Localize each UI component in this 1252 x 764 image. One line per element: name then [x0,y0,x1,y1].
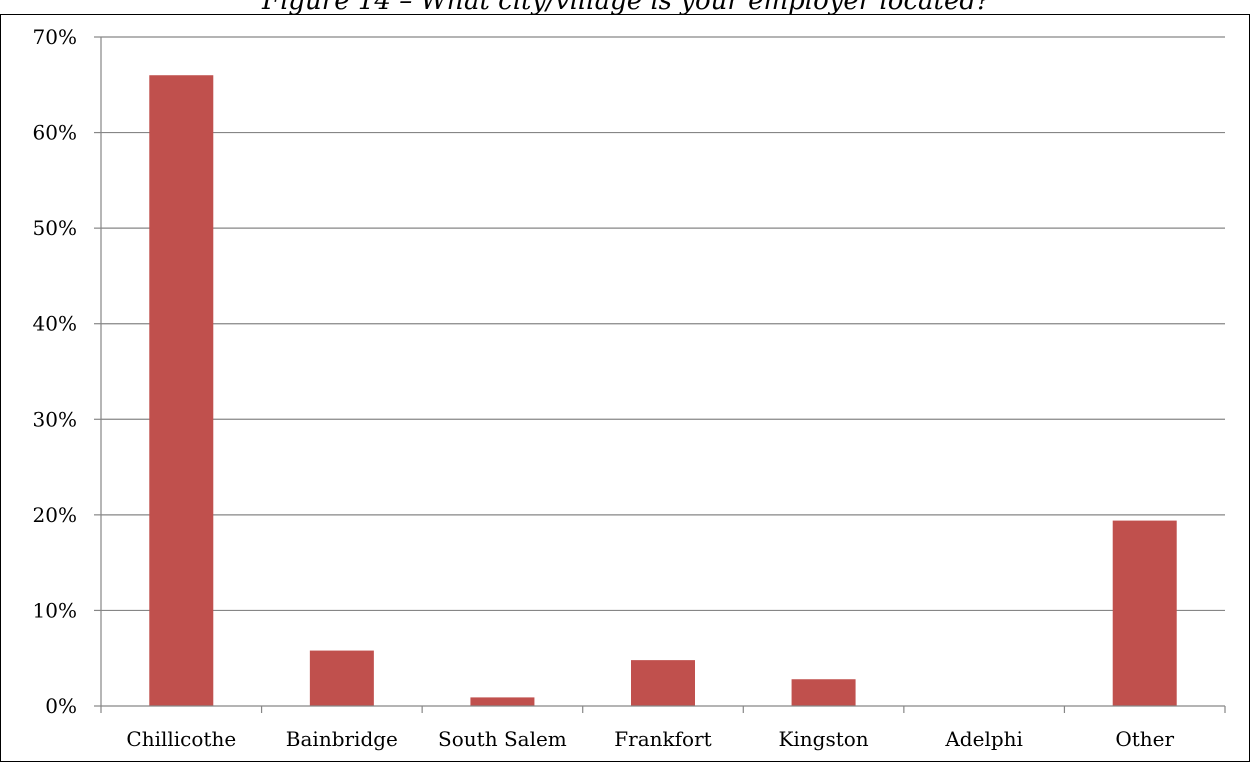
x-tick-label: Other [1115,727,1174,751]
x-tick-label: Frankfort [614,727,711,751]
x-tick-label: Adelphi [944,727,1023,751]
y-tick-label: 60% [33,121,77,145]
y-tick-label: 50% [33,216,77,240]
y-tick-label: 70% [33,25,77,49]
y-tick-label: 30% [33,407,77,431]
bar [791,679,856,706]
chart-title: Figure 14 – What city/village is your em… [262,0,990,16]
x-tick-label: Bainbridge [286,727,398,751]
bar [149,75,214,706]
axes [94,36,1226,713]
bars [149,75,1177,706]
y-tick-label: 40% [33,312,77,336]
x-tick-label: Kingston [778,727,868,751]
y-tick-label: 20% [33,503,77,527]
bar [470,697,535,706]
tick-labels: 0% 10% 20% 30% 40% 50% 60% 70% Chillicothe Bainbr… [33,25,1175,751]
bar [631,660,695,706]
y-tick-label: 10% [33,598,77,622]
y-tick-label: 0% [45,694,77,718]
x-tick-label: Chillicothe [126,727,236,751]
gridlines [101,36,1225,612]
bar [1112,520,1177,706]
bar [309,650,374,706]
chart-frame [0,14,1250,762]
x-tick-label: South Salem [438,727,567,751]
